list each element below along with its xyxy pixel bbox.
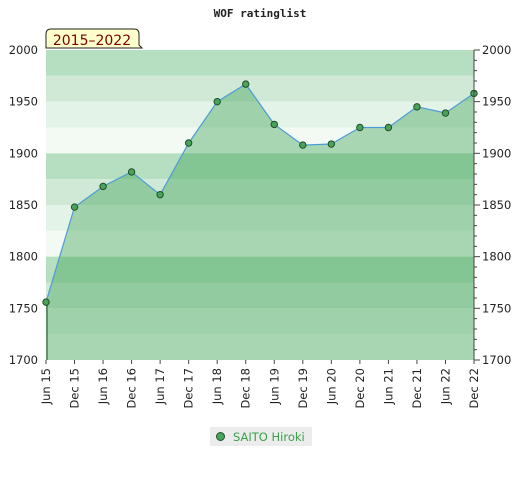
data-point — [384, 123, 393, 132]
data-point — [299, 141, 307, 149]
data-point — [242, 80, 250, 88]
x-tick-label: Jun 18 — [210, 368, 224, 405]
background-bands — [46, 50, 474, 360]
x-tick-label: Jun 16 — [96, 368, 110, 405]
data-point — [99, 182, 107, 191]
data-point — [156, 190, 164, 199]
y-axis-right: 1700 1750 1800 1850 1900 1950 2000 — [473, 43, 511, 367]
y-tick-label-left: 1900 — [9, 146, 38, 160]
period-badge: 2015–2022 — [45, 28, 144, 49]
data-point — [70, 203, 79, 211]
rating-area — [46, 84, 474, 360]
y-tick-label-right: 1900 — [482, 146, 511, 160]
x-tick-label: Dec 20 — [353, 368, 367, 409]
y-tick-label-right: 2000 — [482, 43, 511, 57]
x-tick-label: Dec 21 — [410, 368, 424, 409]
x-tick-label: Dec 17 — [182, 368, 196, 409]
band — [46, 334, 474, 360]
y-tick-label-left: 1950 — [9, 95, 38, 109]
band — [46, 179, 474, 205]
data-point — [270, 120, 278, 129]
y-tick-label-left: 1750 — [9, 301, 38, 315]
chart-title: WOF ratinglist — [214, 7, 307, 20]
y-tick-label-left: 1850 — [9, 198, 38, 212]
band — [46, 75, 474, 102]
y-tick-label-left: 1800 — [9, 250, 38, 264]
data-point — [356, 123, 364, 132]
data-point — [441, 109, 450, 117]
band — [46, 308, 474, 335]
y-tick-label-left: 1700 — [9, 353, 38, 367]
band — [46, 256, 474, 283]
data-point — [184, 139, 193, 147]
data-point — [127, 168, 136, 176]
x-tick-label: Jun 22 — [438, 368, 452, 405]
y-tick-label-right: 1800 — [482, 250, 511, 264]
x-tick-label: Jun 21 — [381, 368, 395, 405]
y-tick-label-right: 1850 — [482, 198, 511, 212]
band — [46, 50, 474, 76]
x-tick-label: Dec 22 — [467, 368, 481, 409]
band — [46, 230, 474, 257]
band — [46, 153, 474, 180]
band — [46, 205, 474, 231]
y-tick-label-right: 1700 — [482, 353, 511, 367]
band — [46, 282, 474, 309]
legend: SAITO Hiroki — [210, 427, 312, 446]
band — [46, 127, 474, 154]
x-tick-label: Jun 15 — [39, 368, 53, 405]
x-tick-label: Dec 18 — [239, 368, 253, 409]
y-tick-label-right: 1950 — [482, 95, 511, 109]
data-points — [42, 80, 478, 360]
x-tick-label: Dec 19 — [296, 368, 310, 409]
data-point — [42, 298, 50, 306]
x-axis: Jun 15 Dec 15 Jun 16 Dec 16 Jun 17 Dec 17 Jun … — [39, 360, 481, 409]
band — [46, 101, 474, 128]
legend-marker-icon — [216, 432, 225, 441]
x-tick-label: Dec 15 — [68, 368, 82, 409]
x-tick-label: Jun 19 — [267, 368, 281, 405]
y-tick-label-left: 2000 — [9, 43, 38, 57]
x-tick-label: Dec 16 — [125, 368, 139, 409]
rating-line — [45, 83, 475, 303]
data-point — [327, 140, 336, 148]
data-point — [413, 103, 421, 111]
legend-label: SAITO Hiroki — [233, 429, 305, 444]
y-axis-left: 1700 1750 1800 1850 1900 1950 2000 — [9, 43, 38, 367]
y-tick-label-right: 1750 — [482, 301, 511, 315]
x-tick-label: Jun 20 — [324, 368, 338, 405]
data-point — [213, 97, 221, 106]
period-badge-text: 2015–2022 — [53, 33, 131, 49]
x-tick-label: Jun 17 — [153, 368, 167, 405]
